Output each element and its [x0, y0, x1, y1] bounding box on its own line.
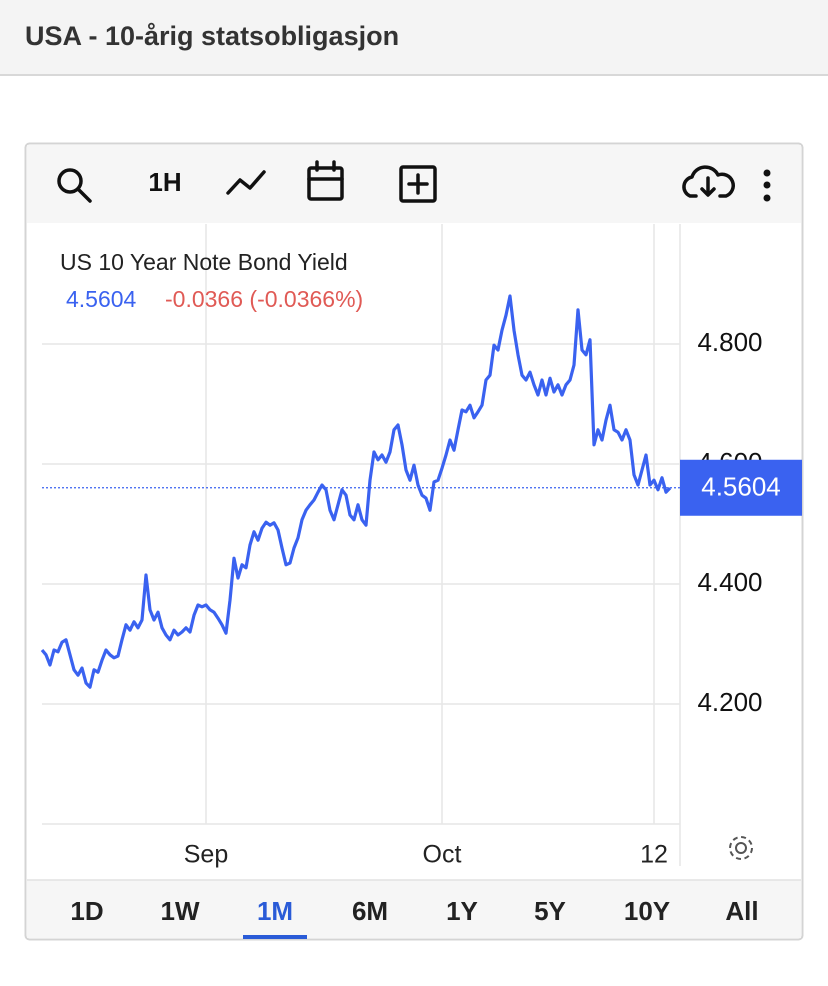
more-icon[interactable] [763, 169, 771, 202]
change-percent: (-0.0366%) [249, 286, 363, 312]
x-tick-label: 12 [640, 841, 668, 869]
range-button[interactable]: 5Y [534, 896, 566, 926]
last-value-label: 4.5604 [701, 472, 781, 502]
interval-button[interactable]: 1H [148, 167, 181, 197]
range-buttons: 1D 1W 1M 6M 1Y 5Y 10Y All [70, 896, 759, 939]
series-title: US 10 Year Note Bond Yield [60, 249, 348, 275]
chart-type-icon[interactable] [226, 170, 266, 195]
download-icon[interactable] [682, 165, 735, 198]
y-tick-label: 4.400 [697, 567, 762, 597]
widget [24, 142, 804, 941]
y-tick-label: 4.800 [697, 327, 762, 357]
range-button[interactable]: 1W [161, 896, 200, 926]
add-indicator-icon[interactable] [399, 165, 437, 203]
page-title: USA - 10-årig statsobligasjon [25, 21, 399, 51]
x-tick-label: Oct [423, 841, 462, 869]
range-button[interactable]: 6M [352, 896, 388, 926]
range-button[interactable]: 1M [257, 896, 293, 926]
change-value: -0.0366 [165, 286, 243, 312]
search-icon[interactable] [57, 168, 92, 203]
range-selected-underline [243, 935, 307, 939]
price-line [40, 294, 672, 689]
range-button[interactable]: 1D [70, 896, 103, 926]
header-bar [0, 0, 828, 75]
calendar-icon[interactable] [307, 160, 344, 201]
last-value-box [680, 459, 802, 516]
settings-icon[interactable] [729, 836, 753, 860]
y-tick-label: 4.200 [697, 687, 762, 717]
legend-value: 4.5604 [66, 286, 137, 312]
range-bar [27, 880, 801, 938]
range-button[interactable]: All [725, 896, 758, 926]
range-button[interactable]: 1Y [446, 896, 478, 926]
range-button[interactable]: 10Y [624, 896, 670, 926]
x-tick-label: Sep [184, 841, 228, 869]
legend-change: -0.0366 (-0.0366%) [165, 286, 363, 312]
